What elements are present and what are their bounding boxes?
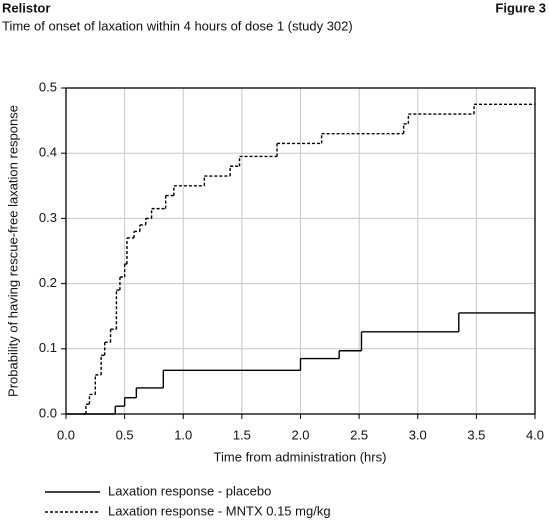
x-tick-label: 1.5 <box>233 427 251 442</box>
x-tick-label: 0.0 <box>57 427 75 442</box>
legend-label: Laxation response - MNTX 0.15 mg/kg <box>108 503 331 518</box>
x-tick-label: 2.5 <box>350 427 368 442</box>
figure-label: Figure 3 <box>495 0 546 15</box>
x-tick-label: 2.0 <box>291 427 309 442</box>
x-axis-title: Time from administration (hrs) <box>214 449 387 464</box>
y-tick-label: 0.3 <box>39 210 57 225</box>
y-tick-label: 0.0 <box>39 405 57 420</box>
x-tick-label: 3.5 <box>467 427 485 442</box>
y-tick-label: 0.5 <box>39 79 57 94</box>
brand: Relistor <box>2 0 50 15</box>
y-tick-label: 0.4 <box>39 145 57 160</box>
y-tick-label: 0.1 <box>39 340 57 355</box>
x-tick-label: 3.0 <box>409 427 427 442</box>
x-tick-label: 0.5 <box>116 427 134 442</box>
legend-label: Laxation response - placebo <box>108 483 271 498</box>
plot-frame <box>65 87 536 415</box>
y-axis-title: Probability of having rescue-free laxati… <box>5 105 20 397</box>
subtitle: Time of onset of laxation within 4 hours… <box>2 18 353 33</box>
x-tick-label: 1.0 <box>174 427 192 442</box>
y-tick-label: 0.2 <box>39 275 57 290</box>
x-tick-label: 4.0 <box>526 427 544 442</box>
